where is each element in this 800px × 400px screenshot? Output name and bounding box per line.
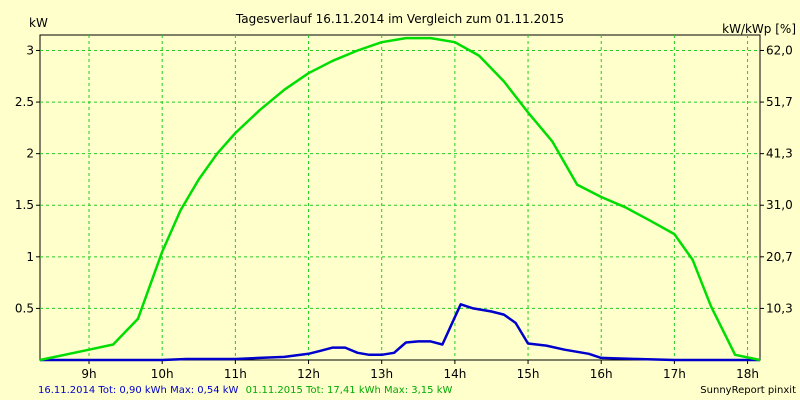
y-tick-label-right: 20,7 <box>766 250 793 264</box>
footer-series2: 01.11.2015 Tot: 17,41 kWh Max: 3,15 kW <box>246 385 453 396</box>
footer-brand: SunnyReport pinxit <box>700 385 796 396</box>
y-tick-label-left: 0.5 <box>15 301 34 315</box>
y-tick-label-left: 2.5 <box>15 95 34 109</box>
x-tick-label: 12h <box>297 367 320 381</box>
series-line-2 <box>39 36 761 362</box>
footer-series1: 16.11.2014 Tot: 0,90 kWh Max: 0,54 kW <box>38 385 239 396</box>
x-tick-label: 10h <box>151 367 174 381</box>
x-tick-label: 13h <box>370 367 393 381</box>
x-tick-label: 14h <box>443 367 466 381</box>
x-tick-label: 16h <box>590 367 613 381</box>
x-tick-label: 18h <box>736 367 759 381</box>
y-tick-label-left: 1.5 <box>15 198 34 212</box>
x-tick-label: 11h <box>224 367 247 381</box>
y-axis-right-label: kW/kWp [%] <box>722 22 796 36</box>
y-tick-label-right: 41,3 <box>766 147 793 161</box>
chart-title: Tagesverlauf 16.11.2014 im Vergleich zum… <box>235 12 564 26</box>
x-tick-label: 9h <box>81 367 96 381</box>
y-tick-label-right: 51,7 <box>766 95 793 109</box>
footer-legend: 16.11.2014 Tot: 0,90 kWh Max: 0,54 kW 01… <box>38 385 452 396</box>
y-tick-label-right: 62,0 <box>766 43 793 57</box>
x-tick-label: 17h <box>663 367 686 381</box>
y-tick-label-right: 10,3 <box>766 301 793 315</box>
y-axis-left-label: kW <box>29 16 48 30</box>
y-tick-label-left: 3 <box>26 43 34 57</box>
x-tick-label: 15h <box>517 367 540 381</box>
y-tick-label-left: 2 <box>26 147 34 161</box>
y-tick-label-left: 1 <box>26 250 34 264</box>
y-tick-label-right: 31,0 <box>766 198 793 212</box>
plot-frame <box>39 34 761 361</box>
series-line-1 <box>40 303 760 362</box>
plot-area: 9h 10h 11h 12h 13h 14h 15h 16h 17h 18h 0.5 1 1.5 2 2.5… <box>15 34 793 381</box>
